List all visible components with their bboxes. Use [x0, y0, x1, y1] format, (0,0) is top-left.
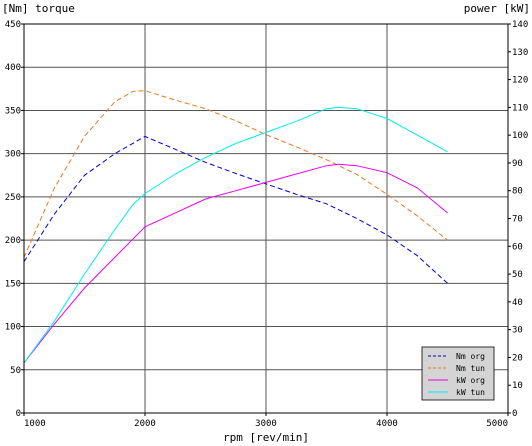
series-line-kw-tun — [23, 106, 448, 364]
left-axis-ticks: 0 50 100 150 200 250 300 350 400 450 — [5, 20, 24, 419]
right-tick-label: 10 — [512, 381, 523, 391]
right-tick-label: 50 — [512, 270, 523, 280]
left-tick-label: 400 — [5, 63, 21, 73]
left-tick-label: 300 — [5, 150, 21, 160]
left-tick-label: 0 — [16, 409, 21, 419]
right-tick-label: 60 — [512, 242, 523, 252]
x-tick-label: 2000 — [134, 419, 156, 429]
right-tick-label: 140 — [512, 20, 528, 30]
right-tick-label: 100 — [512, 131, 528, 141]
right-tick-label: 120 — [512, 76, 528, 86]
x-axis-title: rpm [rev/min] — [223, 431, 309, 444]
legend-label: kW tun — [456, 388, 485, 397]
legend-label: kW org — [456, 376, 485, 385]
x-tick-label: 5000 — [486, 419, 508, 429]
right-tick-label: 130 — [512, 48, 528, 58]
right-tick-label: 0 — [512, 409, 517, 419]
right-axis-ticks: 0 10 20 30 40 50 60 70 80 90 100 110 120 130 140 — [508, 20, 528, 419]
grid-lines — [23, 24, 508, 413]
x-tick-label: 1000 — [24, 419, 46, 429]
right-axis-title: power [kW] — [464, 2, 530, 15]
right-tick-label: 40 — [512, 298, 523, 308]
legend-label: Nm tun — [456, 364, 485, 373]
series-lines — [23, 90, 448, 364]
x-tick-label: 4000 — [376, 419, 398, 429]
right-tick-label: 20 — [512, 353, 523, 363]
right-tick-label: 90 — [512, 159, 523, 169]
right-tick-label: 30 — [512, 326, 523, 336]
series-line-kw-org — [23, 163, 448, 364]
series-line-nm-tun — [23, 90, 448, 258]
plot-frame — [23, 23, 509, 414]
left-tick-label: 250 — [5, 193, 21, 203]
left-tick-label: 450 — [5, 20, 21, 30]
legend: Nm org Nm tun kW org kW tun — [421, 346, 495, 401]
x-tick-label: 3000 — [255, 419, 277, 429]
right-tick-label: 70 — [512, 215, 523, 225]
left-axis-title: [Nm] torque — [2, 2, 75, 15]
legend-label: Nm org — [456, 352, 485, 361]
left-tick-label: 100 — [5, 323, 21, 333]
right-tick-label: 80 — [512, 187, 523, 197]
left-tick-label: 150 — [5, 279, 21, 289]
left-tick-label: 350 — [5, 106, 21, 116]
right-tick-label: 110 — [512, 103, 528, 113]
left-tick-label: 50 — [10, 366, 21, 376]
left-tick-label: 200 — [5, 236, 21, 246]
series-line-nm-org — [23, 135, 448, 284]
